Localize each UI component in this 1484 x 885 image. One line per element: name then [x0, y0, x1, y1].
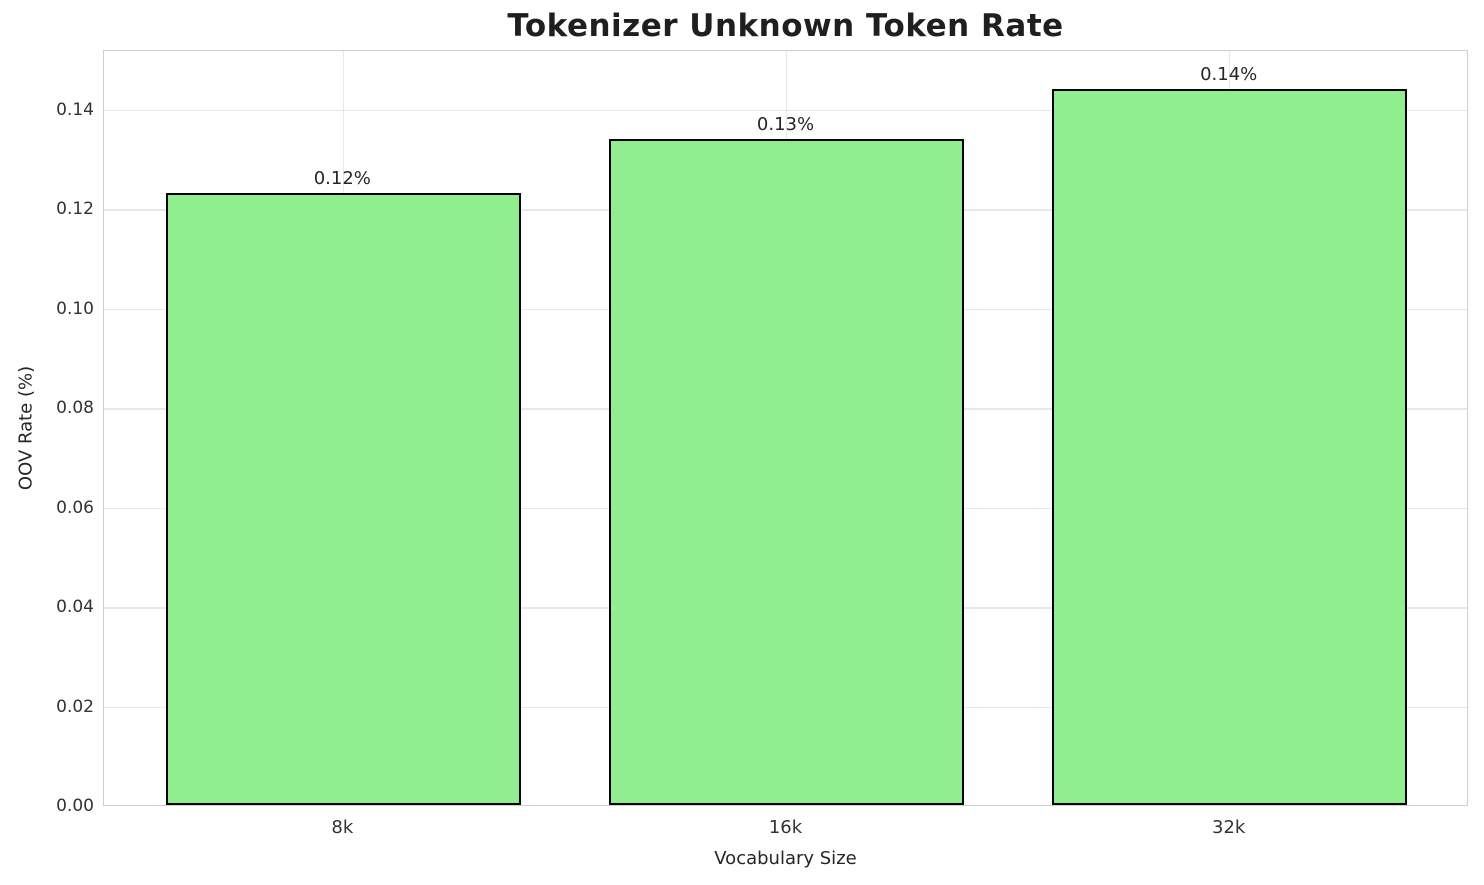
y-tick-label: 0.02 — [56, 696, 94, 717]
y-tick-label: 0.06 — [56, 497, 94, 518]
y-tick-label: 0.04 — [56, 597, 94, 618]
x-tick-label: 32k — [1212, 817, 1246, 838]
bar — [609, 138, 964, 805]
y-tick-label: 0.14 — [56, 99, 94, 120]
bar-value-label: 0.12% — [313, 168, 371, 190]
x-tick-label: 16k — [768, 817, 803, 838]
bar — [166, 193, 521, 805]
y-tick-label: 0.12 — [56, 199, 94, 220]
y-tick-label: 0.10 — [56, 298, 94, 319]
bar-value-label: 0.13% — [756, 113, 815, 135]
bar-value-label: 0.14% — [1200, 63, 1258, 85]
y-tick-label: 0.08 — [56, 398, 94, 419]
y-axis-label: OOV Rate (%) — [15, 365, 37, 491]
chart-title: Tokenizer Unknown Token Rate — [507, 8, 1064, 44]
gridline-horizontal — [104, 109, 1467, 112]
bar — [1052, 88, 1407, 805]
plot-area — [103, 50, 1468, 806]
x-axis-label: Vocabulary Size — [714, 848, 857, 869]
x-tick-label: 8k — [331, 817, 354, 838]
y-tick-label: 0.00 — [56, 796, 94, 816]
